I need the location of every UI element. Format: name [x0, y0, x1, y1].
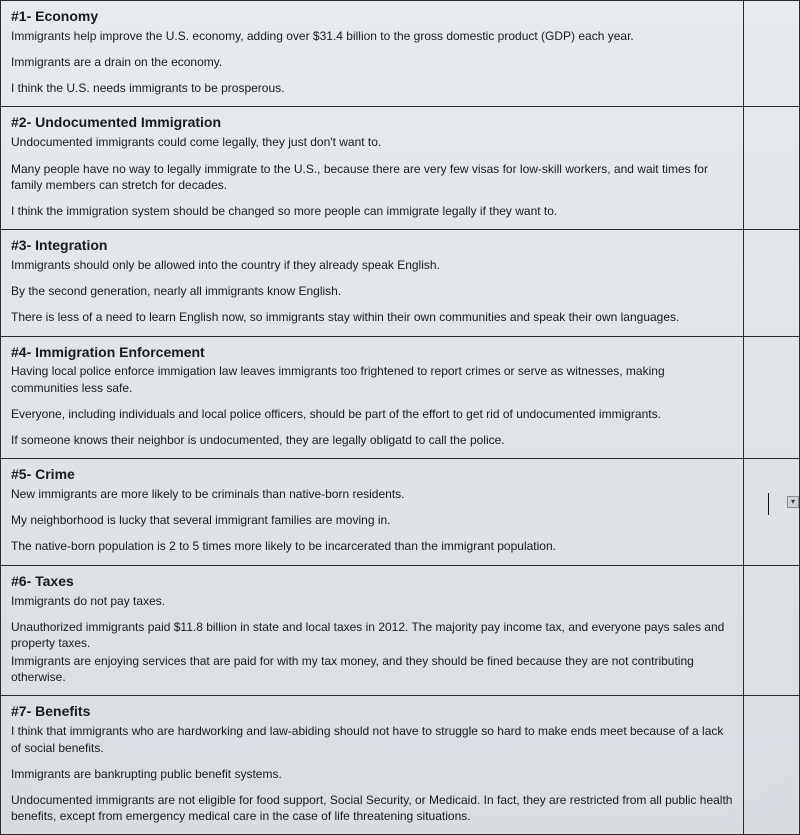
statement: The native-born population is 2 to 5 tim… — [11, 538, 735, 554]
statement: I think the immigration system should be… — [11, 203, 735, 219]
answer-cell[interactable] — [743, 336, 799, 459]
section-title: #3- Integration — [11, 236, 735, 255]
statement: Immigrants should only be allowed into t… — [11, 257, 735, 273]
worksheet-body: #1- Economy Immigrants help improve the … — [1, 1, 800, 835]
answer-cell[interactable] — [743, 565, 799, 696]
statement: New immigrants are more likely to be cri… — [11, 486, 735, 502]
answer-cell[interactable] — [743, 1, 799, 107]
statement: Immigrants do not pay taxes. — [11, 593, 735, 609]
statement: Undocumented immigrants are not eligible… — [11, 792, 735, 824]
table-row: #3- Integration Immigrants should only b… — [1, 230, 800, 336]
section-title: #7- Benefits — [11, 702, 735, 721]
text-cursor-icon — [768, 493, 769, 515]
section-title: #2- Undocumented Immigration — [11, 113, 735, 132]
statement: Everyone, including individuals and loca… — [11, 406, 735, 422]
statement: Immigrants are a drain on the economy. — [11, 54, 735, 70]
section-cell: #4- Immigration Enforcement Having local… — [1, 336, 744, 459]
statement: I think the U.S. needs immigrants to be … — [11, 80, 735, 96]
table-row: #2- Undocumented Immigration Undocumente… — [1, 107, 800, 230]
section-title: #1- Economy — [11, 7, 735, 26]
statement: Undocumented immigrants could come legal… — [11, 134, 735, 150]
statement: Many people have no way to legally immig… — [11, 161, 735, 193]
section-cell: #1- Economy Immigrants help improve the … — [1, 1, 744, 107]
statement: My neighborhood is lucky that several im… — [11, 512, 735, 528]
table-row: #6- Taxes Immigrants do not pay taxes. U… — [1, 565, 800, 696]
statement: If someone knows their neighbor is undoc… — [11, 432, 735, 448]
table-row: #5- Crime New immigrants are more likely… — [1, 459, 800, 565]
section-cell: #2- Undocumented Immigration Undocumente… — [1, 107, 744, 230]
statement: Immigrants are enjoying services that ar… — [11, 653, 735, 685]
answer-cell[interactable] — [743, 107, 799, 230]
section-cell: #6- Taxes Immigrants do not pay taxes. U… — [1, 565, 744, 696]
statement: Immigrants help improve the U.S. economy… — [11, 28, 735, 44]
answer-cell[interactable] — [743, 696, 799, 835]
statement: Unauthorized immigrants paid $11.8 billi… — [11, 619, 735, 651]
worksheet-table: #1- Economy Immigrants help improve the … — [0, 0, 800, 835]
section-cell: #3- Integration Immigrants should only b… — [1, 230, 744, 336]
worksheet-sheet: #1- Economy Immigrants help improve the … — [0, 0, 800, 835]
table-row: #1- Economy Immigrants help improve the … — [1, 1, 800, 107]
section-title: #6- Taxes — [11, 572, 735, 591]
section-cell: #5- Crime New immigrants are more likely… — [1, 459, 744, 565]
table-row: #4- Immigration Enforcement Having local… — [1, 336, 800, 459]
statement: Immigrants are bankrupting public benefi… — [11, 766, 735, 782]
statement: There is less of a need to learn English… — [11, 309, 735, 325]
statement: I think that immigrants who are hardwork… — [11, 723, 735, 755]
answer-cell[interactable] — [743, 230, 799, 336]
scroll-down-icon[interactable]: ▾ — [787, 496, 799, 508]
statement: By the second generation, nearly all imm… — [11, 283, 735, 299]
table-row: #7- Benefits I think that immigrants who… — [1, 696, 800, 835]
section-title: #5- Crime — [11, 465, 735, 484]
section-title: #4- Immigration Enforcement — [11, 343, 735, 362]
section-cell: #7- Benefits I think that immigrants who… — [1, 696, 744, 835]
answer-cell[interactable] — [743, 459, 799, 565]
statement: Having local police enforce immigation l… — [11, 363, 735, 395]
